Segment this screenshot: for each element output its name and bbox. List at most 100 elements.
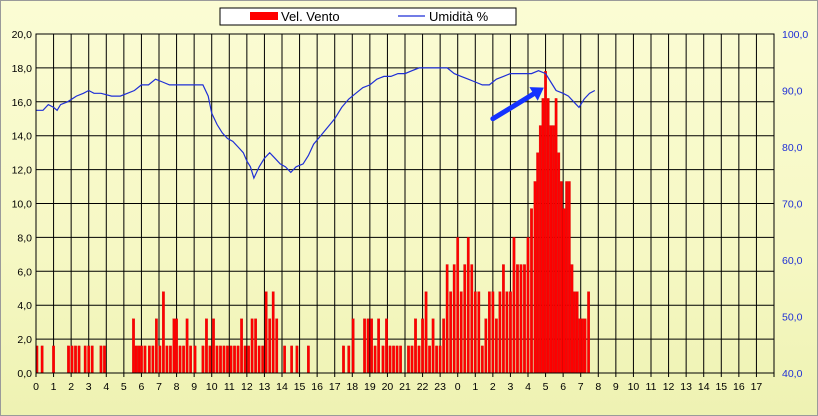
x-axis-tick-label: 3 [508, 381, 514, 393]
x-axis-tick-label: 14 [698, 381, 710, 393]
wind-speed-bar [541, 98, 545, 374]
arrow-shaft [490, 91, 537, 122]
wind-speed-bar [581, 318, 584, 374]
wind-speed-bar [219, 345, 222, 374]
wind-speed-bar [275, 318, 279, 374]
wind-speed-bar [370, 318, 373, 374]
left-axis-tick-label: 20,0 [12, 29, 33, 41]
x-axis-tick-label: 16 [311, 381, 323, 393]
wind-speed-bar [99, 345, 103, 374]
left-axis-tick-label: 8,0 [17, 232, 32, 244]
wind-speed-bar [236, 345, 240, 374]
gridlines [36, 33, 774, 373]
wind-speed-bar [229, 345, 233, 374]
left-axis-tick-label: 10,0 [12, 199, 33, 211]
wind-speed-bar [137, 345, 141, 374]
wind-speed-bar [83, 345, 87, 374]
wind-speed-bar [254, 318, 257, 374]
wind-speed-bar [452, 264, 456, 374]
wind-speed-bar [424, 291, 428, 374]
wind-speed-bar [342, 345, 345, 374]
right-axis-tick-label: 90,0 [782, 86, 803, 98]
x-axis-tick-label: 20 [382, 381, 394, 393]
wind-speed-bar [385, 318, 388, 374]
wind-speed-bar [233, 345, 236, 374]
x-axis-tick-label: 23 [434, 381, 446, 393]
wind-speed-bar [445, 264, 449, 374]
wind-speed-bar [169, 345, 172, 374]
x-axis-tick-label: 13 [259, 381, 271, 393]
right-axis-tick-label: 50,0 [782, 312, 803, 324]
wind-speed-bar [583, 318, 587, 374]
left-axis-tick-label: 2,0 [17, 334, 32, 346]
wind-speed-bar [480, 345, 484, 374]
wind-speed-bar [438, 345, 442, 374]
x-axis-tick-label: 5 [543, 381, 549, 393]
x-axis-tick-label: 17 [329, 381, 341, 393]
wind-speed-bar [407, 345, 410, 374]
wind-speed-bar [222, 345, 226, 374]
wind-speed-bar [373, 345, 377, 374]
wind-speed-bar [377, 318, 380, 374]
x-axis-tick-label: 2 [68, 381, 74, 393]
wind-speed-bar [132, 318, 135, 374]
wind-speed-bar [573, 291, 576, 374]
wind-speed-bar [463, 264, 467, 374]
humidity-line [36, 67, 596, 180]
wind-speed-bar [399, 345, 402, 374]
left-axis-tick-label: 16,0 [12, 97, 33, 109]
wind-speed-bar [147, 345, 151, 374]
wind-speed-bar [74, 345, 77, 374]
x-axis-tick-label: 7 [156, 381, 162, 393]
x-axis-tick-label: 10 [628, 381, 640, 393]
x-axis-tick-label: 10 [206, 381, 218, 393]
wind-speed-bar [570, 264, 574, 374]
x-axis-tick-label: 11 [224, 381, 235, 393]
wind-speed-bar [87, 345, 91, 374]
left-axis-tick-labels: 0,0 2,0 4,0 6,0 8,0 10,0 12,0 14,0 16,0 18,0 20,0 [12, 29, 33, 380]
wind-speed-bar [530, 208, 533, 374]
x-axis-tick-label: 3 [86, 381, 92, 393]
wind-speed-bar [363, 318, 366, 374]
wind-speed-bar [243, 345, 247, 374]
left-axis-tick-label: 12,0 [12, 165, 33, 177]
wind-speed-bar [162, 291, 165, 374]
x-axis-tick-label: 18 [346, 381, 358, 393]
wind-speed-bar [552, 125, 555, 374]
wind-speed-bar [487, 291, 491, 374]
legend-label-wind-speed: Vel. Vento [281, 9, 340, 24]
wind-speed-bar [560, 181, 563, 374]
wind-speed-bar [567, 181, 571, 374]
left-axis-tick-label: 18,0 [12, 63, 33, 75]
wind-speed-bar [519, 264, 523, 374]
wind-speed-bar [250, 318, 254, 374]
wind-speed-bar [587, 291, 590, 374]
x-axis-tick-labels: 0 1 2 3 4 5 6 7 8 9 10 11 12 13 14 15 16 17 18 19 20 21 22 23 0 1… [33, 381, 762, 393]
wind-speed-bar [459, 291, 463, 374]
x-axis-tick-label: 15 [715, 381, 727, 393]
wind-speed-bar [536, 152, 540, 374]
wind-speed-bar [575, 291, 579, 374]
wind-speed-bar [512, 237, 516, 374]
wind-speed-bar [165, 345, 169, 374]
wind-speed-bar [417, 345, 421, 374]
wind-speed-bar [538, 125, 542, 374]
x-axis-tick-label: 14 [276, 381, 288, 393]
wind-speed-bar [351, 318, 355, 374]
right-axis-tick-label: 80,0 [782, 142, 803, 154]
x-axis-tick-label: 0 [33, 381, 39, 393]
wind-speed-bar [554, 98, 558, 374]
wind-speed-bar [77, 345, 81, 374]
left-axis-tick-label: 4,0 [17, 300, 32, 312]
wind-speed-bar [410, 345, 414, 374]
wind-speed-bar [155, 318, 158, 374]
x-axis-tick-label: 4 [103, 381, 109, 393]
wind-speed-bar [347, 345, 351, 374]
x-axis-tick-label: 6 [560, 381, 566, 393]
wind-speed-bar [557, 152, 561, 374]
left-axis-tick-label: 0,0 [17, 368, 32, 380]
x-axis-tick-label: 6 [139, 381, 145, 393]
wind-speed-bar [562, 208, 566, 374]
wind-speed-bar [67, 345, 70, 374]
